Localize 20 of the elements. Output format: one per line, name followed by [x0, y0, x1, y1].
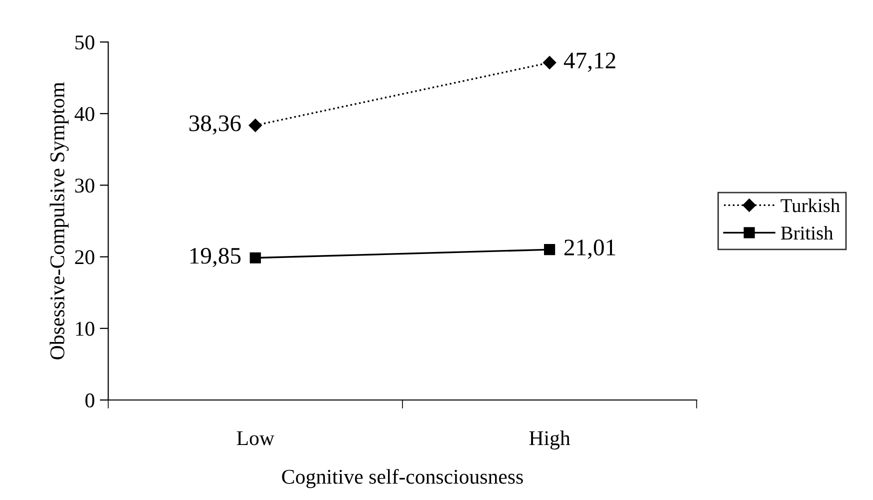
y-tick-label: 40: [74, 106, 94, 122]
point: [248, 118, 262, 132]
y-axis-title: Obsessive-Compulsive Symptom: [50, 82, 69, 360]
x-axis-title: Cognitive self-consciousness: [282, 468, 523, 488]
data-label: 47,12: [564, 52, 616, 72]
point: [544, 244, 556, 256]
point: [250, 252, 261, 264]
y-tick-label: 50: [75, 35, 94, 50]
x-tick-label: High: [529, 430, 570, 450]
x-tick-label: Low: [236, 431, 274, 446]
data-label: 19,85: [190, 248, 241, 268]
y-tick-label: 10: [76, 322, 94, 336]
y-tick-label: 30: [75, 178, 94, 193]
legend-label: Turkish: [780, 198, 840, 212]
legend-label: British: [780, 226, 834, 240]
y-tick-label: 0: [85, 393, 94, 408]
y-tick-label: 20: [75, 250, 94, 264]
data-label: 38,36: [189, 115, 241, 135]
point: [542, 56, 556, 70]
data-label: 21,01: [564, 240, 616, 259]
